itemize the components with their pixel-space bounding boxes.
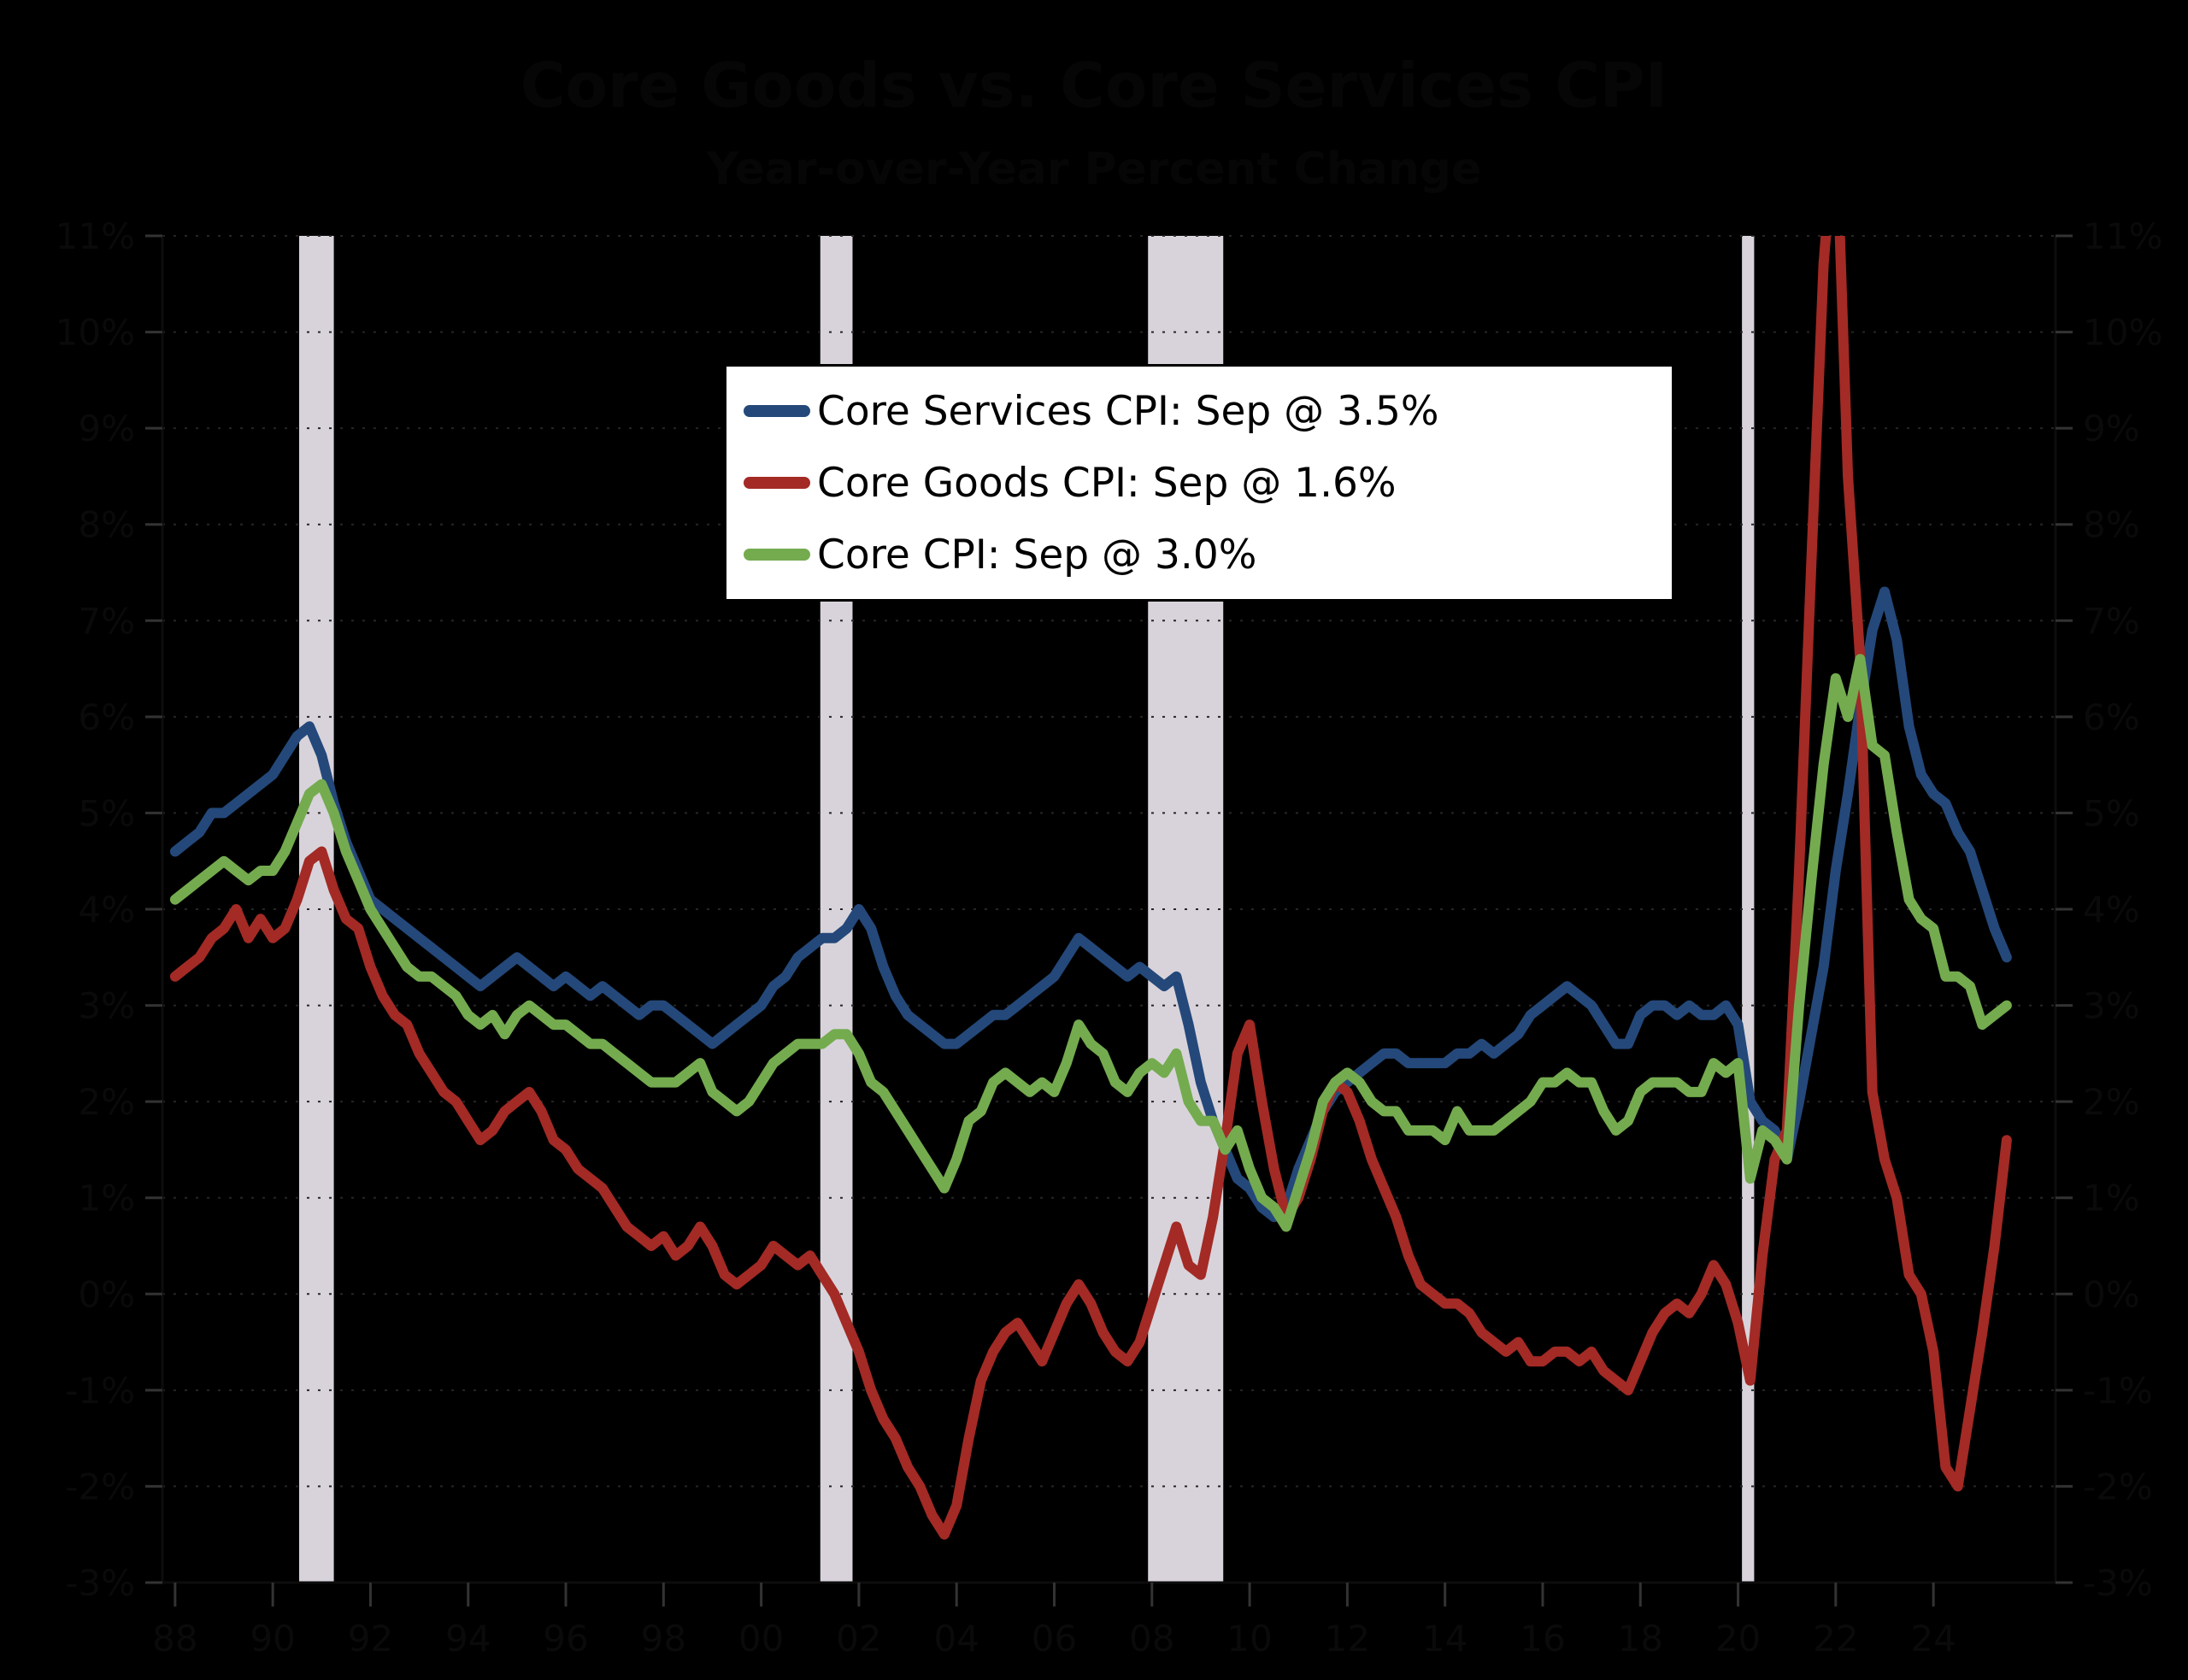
legend-label-core-goods: Core Goods CPI: Sep @ 1.6% [817,459,1397,507]
y-tick-label-left: -3% [65,1562,135,1604]
y-tick-label-left: 2% [78,1081,135,1123]
x-tick-label: 24 [1910,1618,1956,1659]
y-tick-label-right: 4% [2083,889,2140,931]
x-tick-label: 20 [1715,1618,1761,1659]
y-tick-label-left: 10% [56,312,135,354]
y-tick-label-right: 11% [2083,215,2162,257]
chart-title: Core Goods vs. Core Services CPI [520,50,1668,121]
y-tick-label-left: -1% [65,1370,135,1412]
x-tick-label: 06 [1032,1618,1077,1659]
x-tick-label: 12 [1325,1618,1370,1659]
x-tick-label: 92 [348,1618,393,1659]
y-tick-label-right: 8% [2083,504,2140,546]
core-goods-line-swatch-icon [744,477,810,489]
y-tick-label-left: -2% [65,1466,135,1507]
y-tick-label-left: 6% [78,696,135,738]
x-tick-label: 08 [1129,1618,1174,1659]
y-tick-label-right: -3% [2083,1562,2153,1604]
x-tick-label: 10 [1226,1618,1272,1659]
x-tick-label: 22 [1813,1618,1858,1659]
y-tick-label-right: 3% [2083,985,2140,1027]
x-tick-label: 18 [1618,1618,1663,1659]
legend-label-core-cpi: Core CPI: Sep @ 3.0% [817,531,1257,579]
core-services-cpi-line [169,586,2012,1223]
x-tick-label: 94 [445,1618,491,1659]
y-tick-label-left: 3% [78,985,135,1027]
y-tick-label-left: 1% [78,1178,135,1219]
chart-subtitle: Year-over-Year Percent Change [706,144,1482,195]
core-goods-cpi-line [169,236,2012,1540]
recession-band [299,236,334,1583]
legend-item-core-goods: Core Goods CPI: Sep @ 1.6% [744,447,1672,519]
x-tick-label: 96 [543,1618,588,1659]
y-tick-label-right: 7% [2083,600,2140,642]
legend-label-core-services: Core Services CPI: Sep @ 3.5% [817,387,1439,435]
y-tick-label-left: 5% [78,792,135,834]
y-tick-label-right: -1% [2083,1370,2153,1412]
x-tick-label: 02 [836,1618,881,1659]
y-tick-label-right: 2% [2083,1081,2140,1123]
y-tick-label-right: -2% [2083,1466,2153,1507]
y-tick-label-right: 6% [2083,696,2140,738]
x-tick-label: 14 [1422,1618,1467,1659]
recession-band [1742,236,1755,1583]
core-cpi-line [169,654,2012,1232]
y-tick-label-right: 10% [2083,312,2162,354]
legend: Core Services CPI: Sep @ 3.5% Core Goods… [724,364,1674,602]
x-tick-label: 16 [1520,1618,1565,1659]
x-tick-label: 00 [738,1618,784,1659]
x-tick-label: 88 [152,1618,197,1659]
y-tick-label-right: 0% [2083,1273,2140,1315]
legend-item-core-cpi: Core CPI: Sep @ 3.0% [744,519,1672,590]
core-services-line-swatch-icon [744,405,810,417]
core-cpi-line-swatch-icon [744,549,810,561]
y-tick-label-right: 9% [2083,408,2140,449]
y-tick-label-left: 0% [78,1273,135,1315]
y-tick-label-left: 7% [78,600,135,642]
y-tick-label-left: 11% [56,215,135,257]
x-tick-label: 98 [641,1618,686,1659]
x-tick-label: 04 [933,1618,979,1659]
legend-item-core-services: Core Services CPI: Sep @ 3.5% [744,375,1672,447]
y-tick-label-right: 1% [2083,1178,2140,1219]
y-tick-label-left: 4% [78,889,135,931]
y-tick-label-right: 5% [2083,792,2140,834]
x-tick-label: 90 [250,1618,295,1659]
y-tick-label-left: 9% [78,408,135,449]
y-tick-label-left: 8% [78,504,135,546]
